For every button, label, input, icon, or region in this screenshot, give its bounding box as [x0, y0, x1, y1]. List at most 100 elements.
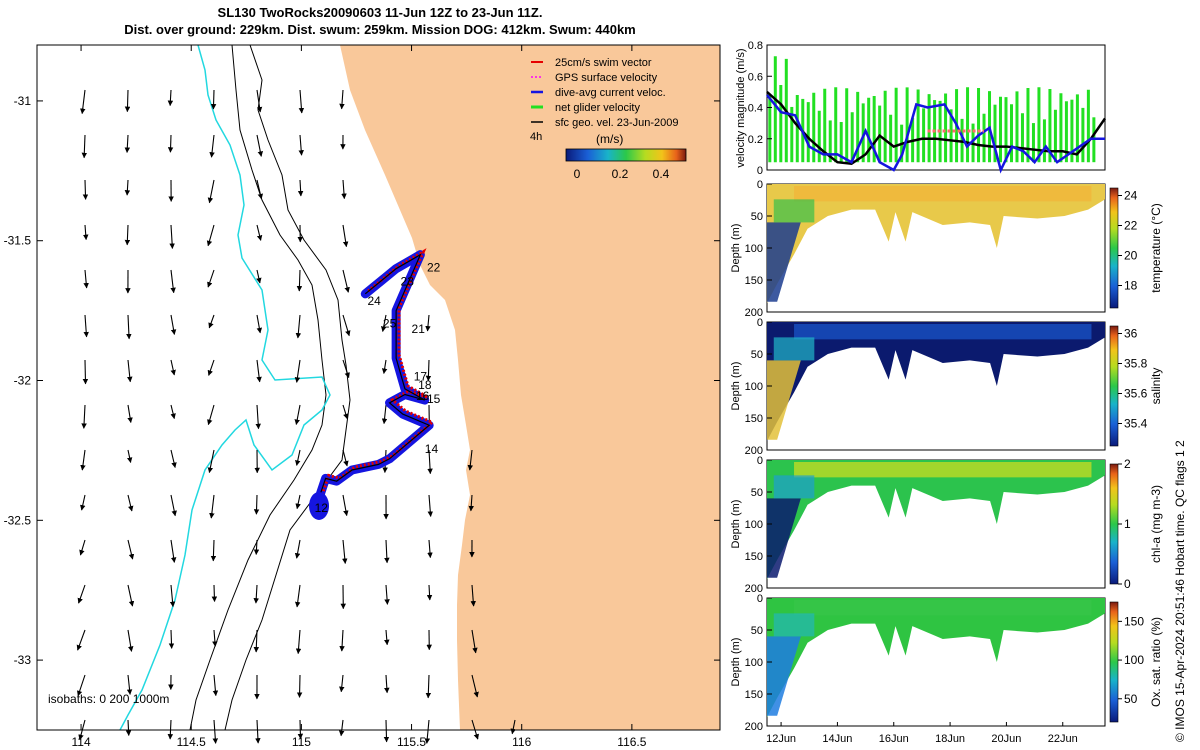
geo-velocity-arrow: [381, 404, 388, 425]
day-label: 21: [412, 322, 426, 336]
geo-velocity-arrow: [297, 179, 304, 197]
section-deep-layer: [767, 360, 801, 440]
geo-velocity-arrow: [253, 584, 259, 604]
legend-net-velocity: net glider velocity: [555, 102, 640, 114]
colorbar-tick-label: 36: [1124, 327, 1138, 341]
map-y-tick-label: -32: [14, 374, 32, 388]
isobath-line-coast: [224, 45, 351, 730]
velocity-lines: [766, 90, 1107, 174]
geo-velocity-arrow: [425, 674, 432, 699]
map-axis-ticks: 114 114.5 115 115.5 116 116.5 -31 -31.5 -32 -32.5…: [4, 45, 720, 749]
colorbar-tick-0: 0: [574, 167, 581, 181]
map-x-tick-label: 114: [71, 735, 90, 749]
legend-gps-velocity: GPS surface velocity: [555, 72, 658, 84]
day-label: 15: [427, 392, 441, 406]
section-y-tick-label: 200: [745, 445, 763, 457]
geo-velocity-arrow: [78, 719, 86, 741]
isobath-line-shelf: [189, 45, 327, 730]
geo-velocity-arrow: [207, 449, 215, 474]
section-data-area: [767, 460, 1105, 580]
section-y-tick-label: 150: [745, 413, 763, 425]
geo-velocity-arrow: [170, 359, 176, 376]
colorbar-tick-label: 2: [1124, 457, 1131, 471]
section-y-tick-label: 200: [745, 583, 763, 595]
geo-velocity-arrow: [339, 674, 345, 693]
geo-velocity-arrow: [294, 359, 301, 383]
section-surface-layer: [794, 324, 1092, 340]
geo-velocity-arrow: [427, 539, 433, 559]
geo-velocity-arrow: [380, 314, 387, 332]
geo-velocity-arrow: [210, 539, 217, 562]
geo-velocity-arrow: [253, 539, 260, 555]
colorbar-label: chl-a (mg m-3): [1149, 485, 1163, 563]
geo-velocity-arrow: [76, 629, 86, 651]
geo-velocity-arrow: [77, 584, 86, 604]
section-y-tick-label: 0: [757, 179, 763, 191]
section-x-tick-label: 18Jun: [935, 733, 965, 745]
geo-velocity-arrow: [384, 584, 390, 605]
geo-velocity-arrow: [170, 539, 177, 563]
geo-velocity-arrow: [127, 539, 135, 560]
colorbar-tick-label: 0: [1124, 577, 1131, 591]
geo-velocity-arrow: [207, 179, 215, 204]
colorbar-tick-label: 35.8: [1124, 357, 1148, 371]
glider-path-line: [318, 253, 431, 499]
map-y-tick-label: -31.5: [4, 234, 32, 248]
geo-velocity-arrow: [82, 224, 89, 241]
geo-velocity-arrow: [294, 584, 301, 608]
geostrophic-velocity-arrows: [76, 89, 516, 744]
geo-velocity-arrow: [77, 674, 86, 697]
velocity-y-tick-label: 0.2: [748, 134, 763, 146]
geo-velocity-arrow: [338, 719, 345, 737]
geo-velocity-arrow: [256, 359, 262, 383]
geo-velocity-arrow: [471, 674, 479, 698]
colorbar-tick-0.2: 0.2: [612, 167, 629, 181]
geo-velocity-arrow: [126, 449, 133, 464]
net-glider-velocity-bars: [768, 56, 1096, 163]
geo-velocity-arrow: [79, 539, 86, 556]
geo-velocity-arrow: [127, 584, 135, 607]
colorbar-label: temperature (°C): [1149, 203, 1163, 293]
geo-velocity-arrow: [295, 629, 302, 655]
section-y-axis-label: Depth (m): [730, 224, 742, 273]
section-surface-layer: [794, 600, 1092, 616]
section-y-tick-label: 200: [745, 721, 763, 733]
geo-velocity-arrow: [167, 89, 174, 107]
geo-velocity-arrow: [297, 719, 304, 740]
geo-velocity-arrow: [467, 449, 474, 471]
colorbar-tick-0.4: 0.4: [653, 167, 670, 181]
day-label: 22: [427, 260, 441, 274]
geo-velocity-arrow: [80, 449, 86, 471]
map-y-tick-label: -32.5: [4, 513, 32, 527]
geo-velocity-arrow: [170, 449, 177, 469]
geo-velocity-arrow: [212, 719, 219, 744]
geo-velocity-arrow: [80, 89, 86, 115]
section-mid-layer: [773, 199, 815, 223]
geo-velocity-arrow: [208, 314, 215, 329]
geo-velocity-arrow: [295, 449, 301, 466]
section-colorbar: [1109, 463, 1119, 585]
geo-velocity-arrow: [170, 494, 177, 517]
velocity-y-tick-label: 0.6: [748, 71, 763, 83]
geo-velocity-arrow: [83, 314, 89, 338]
geo-velocity-arrow: [167, 134, 174, 153]
geo-velocity-arrow: [427, 449, 433, 475]
velocity-y-tick-label: 0: [757, 165, 763, 177]
section-y-tick-label: 50: [751, 487, 763, 499]
legend-dive-avg: dive-avg current veloc.: [555, 87, 666, 99]
geo-velocity-arrow: [341, 179, 347, 200]
geo-velocity-arrow: [253, 629, 260, 653]
geo-velocity-arrow: [256, 224, 263, 241]
geo-velocity-arrow: [125, 719, 132, 736]
geo-velocity-arrow: [342, 314, 351, 337]
colorbar-tick-label: 100: [1124, 653, 1144, 667]
geo-velocity-arrow: [124, 134, 131, 154]
colorbar-tick-label: 150: [1124, 614, 1144, 628]
geo-velocity-arrow: [470, 584, 476, 607]
colorbar-label: salinity: [1149, 368, 1163, 405]
section-y-tick-label: 200: [745, 307, 763, 319]
section-y-tick-label: 50: [751, 625, 763, 637]
section-y-axis-label: Depth (m): [730, 500, 742, 549]
